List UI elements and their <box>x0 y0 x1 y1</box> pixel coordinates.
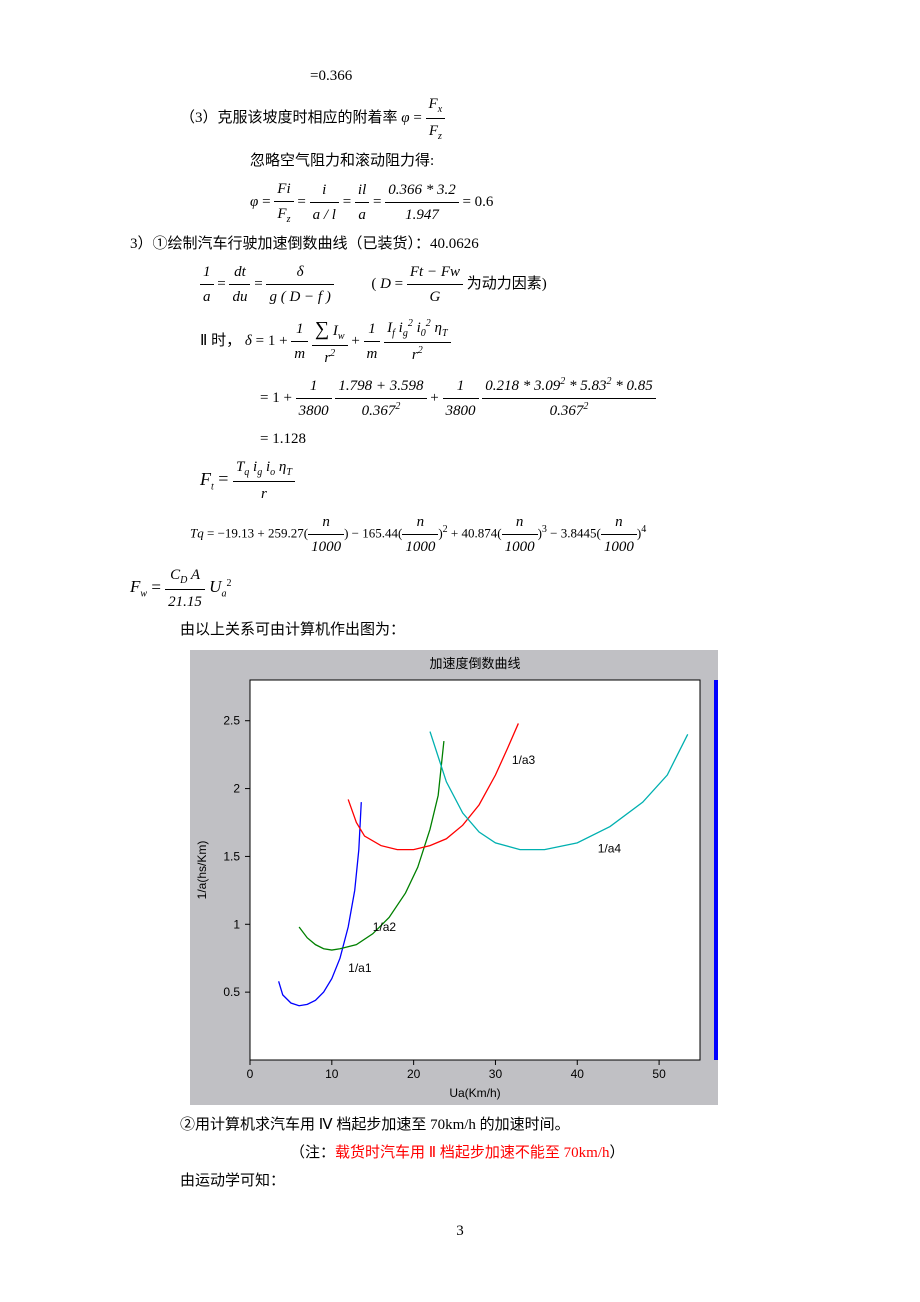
svg-text:1/a1: 1/a1 <box>348 961 372 975</box>
section-3-1: 3）①绘制汽车行驶加速倒数曲线（已装货）：40.0626 <box>90 232 830 256</box>
section-3-label: （3）克服该坡度时相应的附着率 φ = FxFz <box>90 92 830 145</box>
svg-text:加速度倒数曲线: 加速度倒数曲线 <box>429 656 520 671</box>
eq-1-over-a: 1a = dtdu = δg ( D − f ) ( D = Ft − FwG … <box>90 260 830 309</box>
eq-delta: Ⅱ 时， δ = 1 + 1m ∑ Iwr2 + 1m If ig2 i02 η… <box>90 313 830 370</box>
svg-text:2: 2 <box>233 782 240 796</box>
eq-phi-chain: φ = FiFz = ia / l = ila = 0.366 * 3.21.9… <box>90 177 830 228</box>
svg-text:1/a3: 1/a3 <box>512 753 536 767</box>
svg-text:1/a2: 1/a2 <box>373 920 397 934</box>
text-note: （注：载货时汽车用 Ⅱ 档起步加速不能至 70km/h） <box>90 1141 830 1165</box>
eq-Ft: Ft = Tq ig io ηTr <box>90 455 830 506</box>
svg-text:1.5: 1.5 <box>223 849 240 863</box>
svg-text:1/a(hs/Km): 1/a(hs/Km) <box>195 841 209 900</box>
page-number: 3 <box>90 1223 830 1240</box>
svg-text:0.5: 0.5 <box>223 985 240 999</box>
svg-text:0: 0 <box>247 1067 254 1081</box>
svg-text:10: 10 <box>325 1067 339 1081</box>
svg-text:1/a4: 1/a4 <box>598 841 622 855</box>
svg-text:20: 20 <box>407 1067 421 1081</box>
svg-text:1: 1 <box>233 917 240 931</box>
eq-Fw: Fw = CD A21.15 Ua2 <box>90 563 830 614</box>
chart-inverse-accel: 加速度倒数曲线 0 10 20 30 40 50 0.5 1 1.5 2 2.5 Ua(Km/h) 1/a… <box>190 650 730 1105</box>
svg-text:40: 40 <box>571 1067 585 1081</box>
svg-text:Ua(Km/h): Ua(Km/h) <box>449 1086 500 1100</box>
eq-delta-numeric: = 1 + 13800 1.798 + 3.5980.3672 + 13800 … <box>90 374 830 423</box>
svg-text:50: 50 <box>652 1067 666 1081</box>
text-plot-intro: 由以上关系可由计算机作出图为： <box>90 618 830 642</box>
text-q2: ②用计算机求汽车用 Ⅳ 档起步加速至 70km/h 的加速时间。 <box>90 1113 830 1137</box>
eq-Tq: Tq = −19.13 + 259.27(n1000) − 165.44(n10… <box>90 510 830 559</box>
text-kinematics: 由运动学可知： <box>90 1169 830 1193</box>
eq-delta-result: = 1.128 <box>90 427 830 451</box>
eq-result-0366: =0.366 <box>90 64 830 88</box>
svg-text:30: 30 <box>489 1067 503 1081</box>
svg-text:2.5: 2.5 <box>223 714 240 728</box>
text-ignore-resist: 忽略空气阻力和滚动阻力得: <box>90 149 830 173</box>
